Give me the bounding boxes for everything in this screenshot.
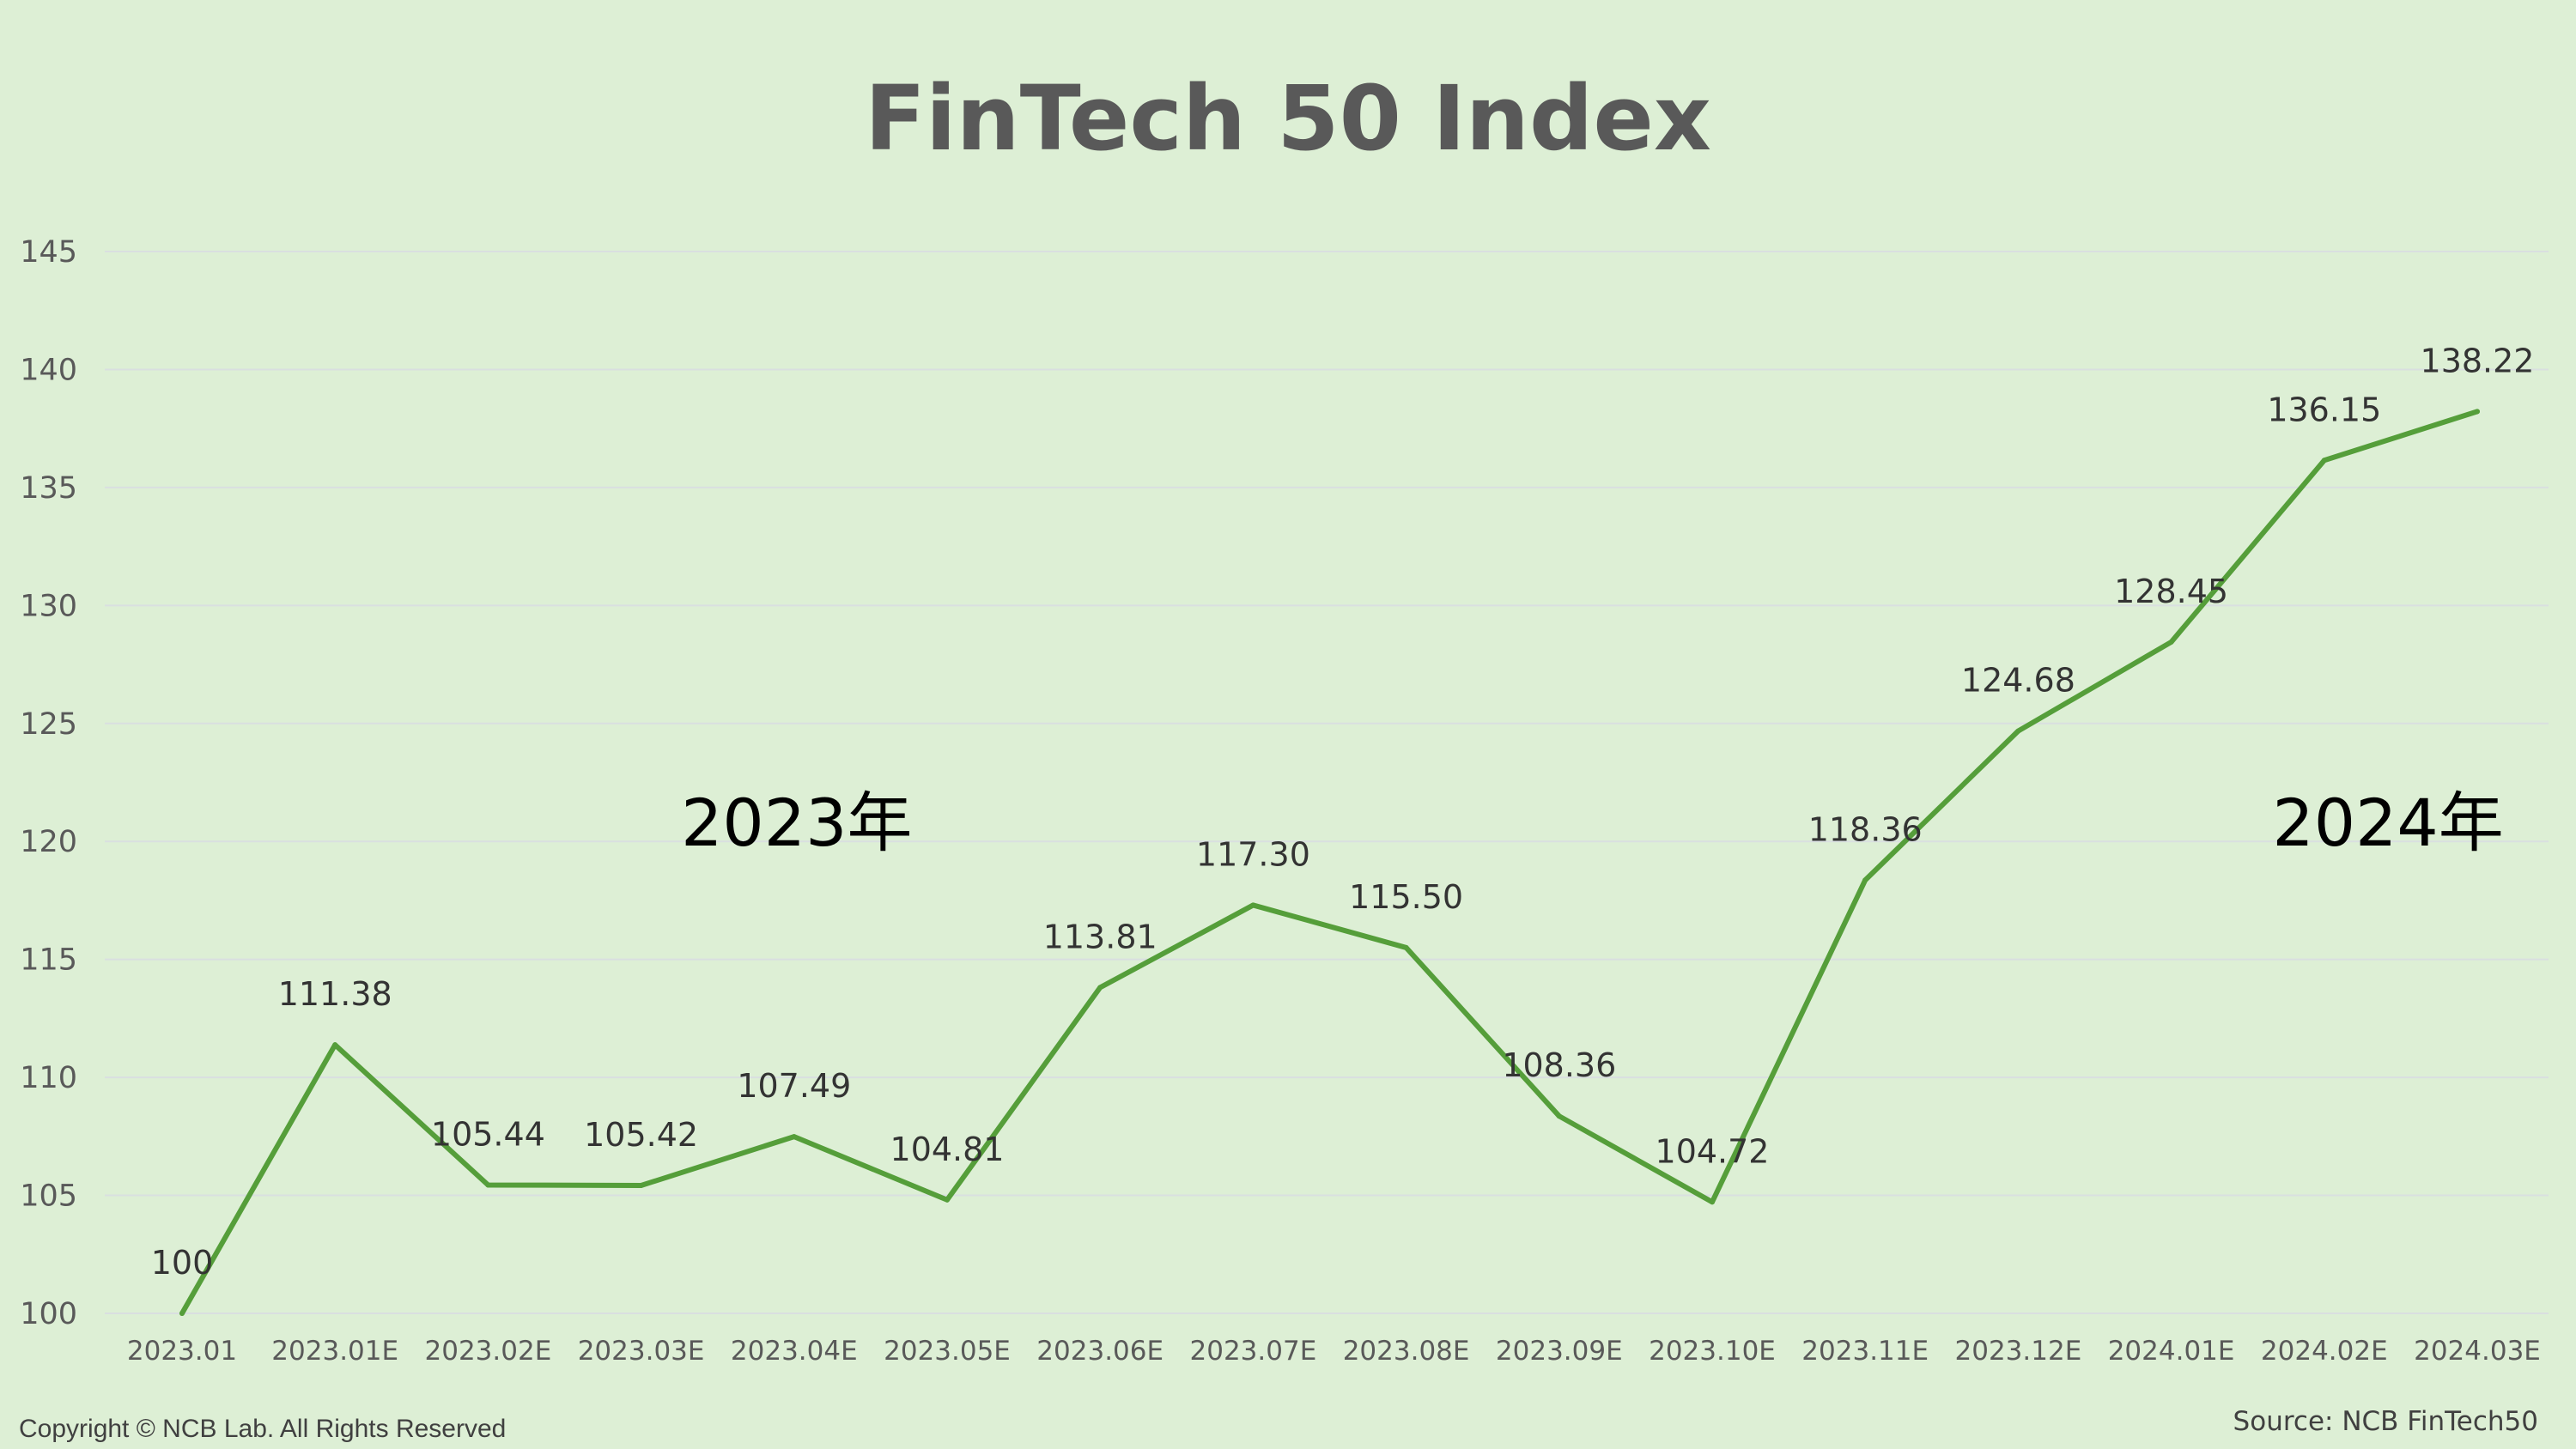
year-annotation: 2023年: [681, 785, 912, 861]
x-tick-label: 2023.09E: [1496, 1336, 1623, 1367]
data-label: 138.22: [2421, 342, 2535, 379]
y-axis-ticks: 100 105 110 115 120 125 130 135 140 145: [20, 235, 77, 1331]
copyright-text: Copyright © NCB Lab. All Rights Reserved: [19, 1415, 506, 1443]
data-point: [332, 1042, 338, 1048]
data-label: 118.36: [1808, 810, 1923, 848]
data-label: 117.30: [1196, 835, 1310, 873]
data-label: 113.81: [1043, 918, 1157, 955]
data-label: 100: [151, 1244, 214, 1282]
y-tick-label: 110: [20, 1061, 77, 1095]
data-label: 104.81: [890, 1131, 1005, 1168]
data-point: [1862, 877, 1868, 883]
data-point: [2475, 409, 2480, 415]
x-tick-label: 2023.12E: [1955, 1336, 2082, 1367]
data-label: 108.36: [1502, 1046, 1616, 1084]
x-tick-label: 2023.10E: [1649, 1336, 1776, 1367]
data-point: [791, 1134, 797, 1140]
x-tick-label: 2023.03E: [578, 1336, 705, 1367]
x-tick-label: 2024.02E: [2261, 1336, 2388, 1367]
data-labels: 100 111.38 105.44 105.42 107.49 104.81 113.81 1…: [151, 342, 2535, 1282]
data-point: [2015, 728, 2021, 734]
x-tick-label: 2023.08E: [1343, 1336, 1470, 1367]
y-tick-label: 125: [20, 707, 77, 742]
series-line: [179, 409, 2480, 1316]
y-tick-label: 100: [20, 1297, 77, 1331]
chart-title: FinTech 50 Index: [865, 66, 1711, 171]
y-tick-label: 145: [20, 235, 77, 270]
data-point: [1403, 944, 1409, 950]
y-tick-label: 130: [20, 589, 77, 623]
y-tick-label: 120: [20, 825, 77, 859]
data-label: 105.44: [431, 1115, 545, 1153]
data-label: 115.50: [1349, 878, 1463, 916]
x-tick-label: 2023.06E: [1036, 1336, 1163, 1367]
year-annotations: 2023年 2024年: [681, 785, 2504, 861]
y-tick-label: 105: [20, 1179, 77, 1214]
x-tick-label: 2023.07E: [1190, 1336, 1317, 1367]
y-tick-label: 140: [20, 353, 77, 387]
x-tick-label: 2023.01: [127, 1336, 237, 1367]
source-text: Source: NCB FinTech50: [2233, 1406, 2538, 1437]
x-tick-label: 2023.01E: [271, 1336, 398, 1367]
y-tick-label: 115: [20, 943, 77, 978]
gridlines: [105, 251, 2549, 1314]
data-label: 111.38: [278, 975, 392, 1013]
data-label: 124.68: [1961, 662, 2075, 700]
data-label: 105.42: [584, 1116, 698, 1154]
x-axis-ticks: 2023.01 2023.01E 2023.02E 2023.03E 2023.04E 2…: [127, 1336, 2541, 1367]
data-point: [179, 1311, 185, 1316]
data-label: 104.72: [1656, 1132, 1770, 1170]
data-point: [1556, 1113, 1562, 1119]
x-tick-label: 2024.01E: [2108, 1336, 2235, 1367]
x-tick-label: 2023.11E: [1801, 1336, 1929, 1367]
x-tick-label: 2024.03E: [2414, 1336, 2541, 1367]
data-point: [485, 1182, 491, 1188]
data-point: [1250, 902, 1256, 908]
series-layer: [179, 409, 2480, 1316]
y-tick-label: 135: [20, 471, 77, 506]
data-point: [1097, 985, 1103, 991]
data-point: [945, 1197, 950, 1203]
data-point: [2321, 458, 2327, 464]
year-annotation: 2024年: [2272, 785, 2503, 861]
x-tick-label: 2023.04E: [731, 1336, 858, 1367]
data-point: [1710, 1199, 1715, 1205]
data-point: [638, 1183, 644, 1189]
data-label: 136.15: [2267, 391, 2381, 428]
data-point: [2168, 639, 2174, 645]
x-tick-label: 2023.05E: [884, 1336, 1011, 1367]
data-label: 107.49: [737, 1067, 851, 1105]
x-tick-label: 2023.02E: [425, 1336, 552, 1367]
data-label: 128.45: [2114, 573, 2228, 610]
